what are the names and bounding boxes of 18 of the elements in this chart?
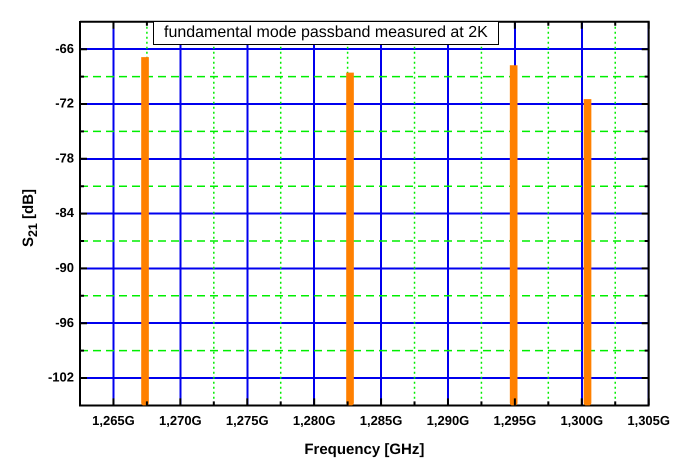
x-axis-title: Frequency [GHz] [304,441,424,458]
x-tick-label: 1,285G [360,412,402,428]
y-tick-label: -102 [48,370,74,385]
y-tick-label: -78 [55,150,74,166]
x-tick-label: 1,290G [426,412,470,428]
y-tick-label: -66 [55,40,74,56]
x-tick-label: 1,295G [494,412,536,428]
y-tick-label: -90 [55,260,74,275]
y-tick-label: -72 [55,96,74,111]
x-tick-label: 1,265G [92,412,135,428]
chart-title: fundamental mode passband measured at 2K [153,21,499,45]
x-tick-label: 1,305G [627,412,670,428]
x-tick-label: 1,300G [560,412,604,428]
y-tick-label: -84 [55,205,75,220]
x-tick-label: 1,275G [226,412,269,428]
y-tick-label: -96 [55,314,74,330]
x-tick-label: 1,280G [292,412,336,428]
x-tick-label: 1,270G [159,412,202,428]
